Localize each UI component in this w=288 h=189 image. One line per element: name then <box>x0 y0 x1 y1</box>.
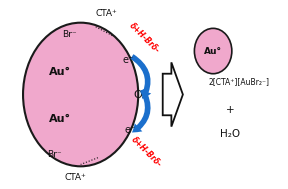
Polygon shape <box>163 62 183 127</box>
Text: δ+H-Brδ-: δ+H-Brδ- <box>130 135 164 169</box>
Text: O₂: O₂ <box>133 90 146 99</box>
Text: e⁻: e⁻ <box>123 55 134 64</box>
Text: Br⁻: Br⁻ <box>62 30 76 40</box>
Text: e⁻: e⁻ <box>124 125 135 135</box>
Text: 2[CTA⁺][AuBr₂⁻]: 2[CTA⁺][AuBr₂⁻] <box>209 77 270 86</box>
Ellipse shape <box>23 23 138 166</box>
Text: CTA⁺: CTA⁺ <box>64 173 86 182</box>
Text: Br⁻: Br⁻ <box>48 149 62 159</box>
Text: H₂O: H₂O <box>220 129 240 139</box>
Text: Au°: Au° <box>204 46 222 56</box>
Text: CTA⁺: CTA⁺ <box>96 9 118 18</box>
FancyArrowPatch shape <box>130 54 151 99</box>
Ellipse shape <box>194 28 232 74</box>
Text: +: + <box>226 105 235 115</box>
FancyArrowPatch shape <box>132 88 151 132</box>
Text: δ+H-Brδ-: δ+H-Brδ- <box>127 21 161 55</box>
Text: Au°: Au° <box>50 114 71 124</box>
Text: Au°: Au° <box>50 67 71 77</box>
